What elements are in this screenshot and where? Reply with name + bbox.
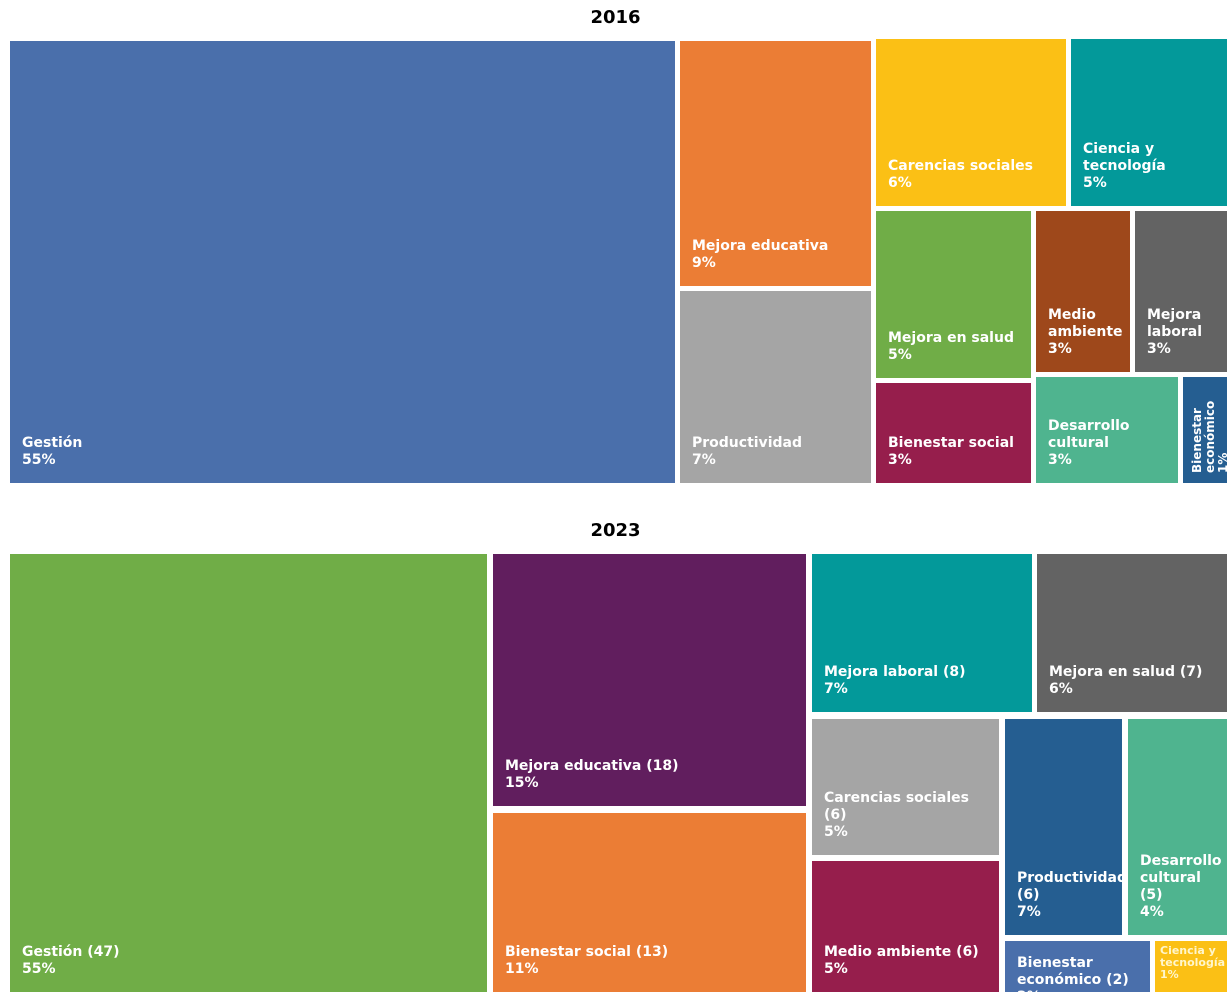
value-label: 5%: [1083, 175, 1107, 191]
cell-label: Mejora en salud (7): [1049, 664, 1203, 680]
cell-label: Bienestar económico (2): [1017, 955, 1129, 988]
cell-label: Mejora educativa: [692, 238, 829, 254]
value-label: 5%: [824, 961, 848, 977]
treemap-cell: Productividad (6) 7%: [1005, 719, 1122, 935]
treemap-cell: Desarrollo cultural 3%: [1036, 377, 1178, 483]
cell-label: Productividad (6): [1017, 870, 1122, 903]
treemap-cell: Productividad 7%: [680, 291, 871, 483]
value-label: 1%: [1160, 968, 1179, 981]
cell-label: Productividad: [692, 435, 802, 451]
treemap-cell: Mejora en salud (7) 6%: [1037, 554, 1227, 712]
value-label: 55%: [22, 961, 56, 977]
treemap-cell: Ciencia y tecnología 1%: [1155, 941, 1227, 992]
treemap-cell: Ciencia y tecnología 5%: [1071, 39, 1227, 206]
cell-label: Mejora educativa (18): [505, 758, 679, 774]
value-label: 1%: [1216, 452, 1227, 473]
value-label: 5%: [888, 347, 912, 363]
value-label: 15%: [505, 775, 539, 791]
value-label: 55%: [22, 452, 56, 468]
value-label: 3%: [1048, 452, 1072, 468]
cell-label: Medio ambiente: [1048, 307, 1123, 340]
chart-title: 2016: [590, 7, 641, 28]
value-label: 7%: [692, 452, 716, 468]
treemap-cell: Mejora laboral (8) 7%: [812, 554, 1032, 712]
cell-label: Desarrollo cultural: [1048, 418, 1130, 451]
value-label: 3%: [1048, 341, 1072, 357]
treemap-cell: Desarrollo cultural (5) 4%: [1128, 719, 1227, 935]
cell-label: Ciencia y tecnología: [1083, 141, 1166, 174]
cell-label: Bienestar social (13): [505, 944, 669, 960]
value-label: 3%: [1147, 341, 1171, 357]
cell-label: Carencias sociales (6): [824, 790, 969, 823]
treemap-cell: Carencias sociales 6%: [876, 39, 1066, 206]
value-label: 9%: [692, 255, 716, 271]
cell-label: Medio ambiente (6): [824, 944, 979, 960]
cell-label: Gestión (47): [22, 944, 120, 960]
treemap-cell: Mejora educativa 9%: [680, 41, 871, 286]
value-label: 3%: [888, 452, 912, 468]
cell-label: Mejora laboral (8): [824, 664, 966, 680]
treemap-cell: Medio ambiente 3%: [1036, 211, 1130, 372]
cell-label: Bienestar social: [888, 435, 1014, 451]
value-label: 11%: [505, 961, 539, 977]
value-label: 4%: [1140, 904, 1164, 920]
value-label: 7%: [1017, 904, 1041, 920]
cell-label: Bienestar económico: [1190, 400, 1217, 473]
cell-label: Carencias sociales: [888, 158, 1033, 174]
cell-label: Desarrollo cultural (5): [1140, 853, 1222, 903]
treemap-cell: Bienestar social (13) 11%: [493, 813, 806, 992]
treemap-cell: Mejora en salud 5%: [876, 211, 1031, 378]
treemap-cell: Mejora laboral 3%: [1135, 211, 1227, 372]
value-label: 5%: [824, 824, 848, 840]
treemap-cell: Mejora educativa (18) 15%: [493, 554, 806, 806]
value-label: 6%: [888, 175, 912, 191]
treemap-cell: Bienestar económico 1%: [1183, 377, 1227, 483]
value-label: 6%: [1049, 681, 1073, 697]
treemap-cell: Gestión 55%: [10, 41, 675, 483]
cell-label: Ciencia y tecnología: [1160, 944, 1226, 969]
cell-label: Gestión: [22, 435, 83, 451]
value-label: 7%: [824, 681, 848, 697]
treemap-cell: Gestión (47) 55%: [10, 554, 487, 992]
cell-label: Mejora laboral: [1147, 307, 1203, 340]
chart-title: 2023: [590, 520, 641, 541]
value-label: 2%: [1017, 989, 1041, 992]
treemap-cell: Bienestar social 3%: [876, 383, 1031, 483]
treemap-cell: Carencias sociales (6) 5%: [812, 719, 999, 855]
treemap-cell: Medio ambiente (6) 5%: [812, 861, 999, 992]
cell-label: Mejora en salud: [888, 330, 1014, 346]
treemap-cell: Bienestar económico (2) 2%: [1005, 941, 1150, 992]
